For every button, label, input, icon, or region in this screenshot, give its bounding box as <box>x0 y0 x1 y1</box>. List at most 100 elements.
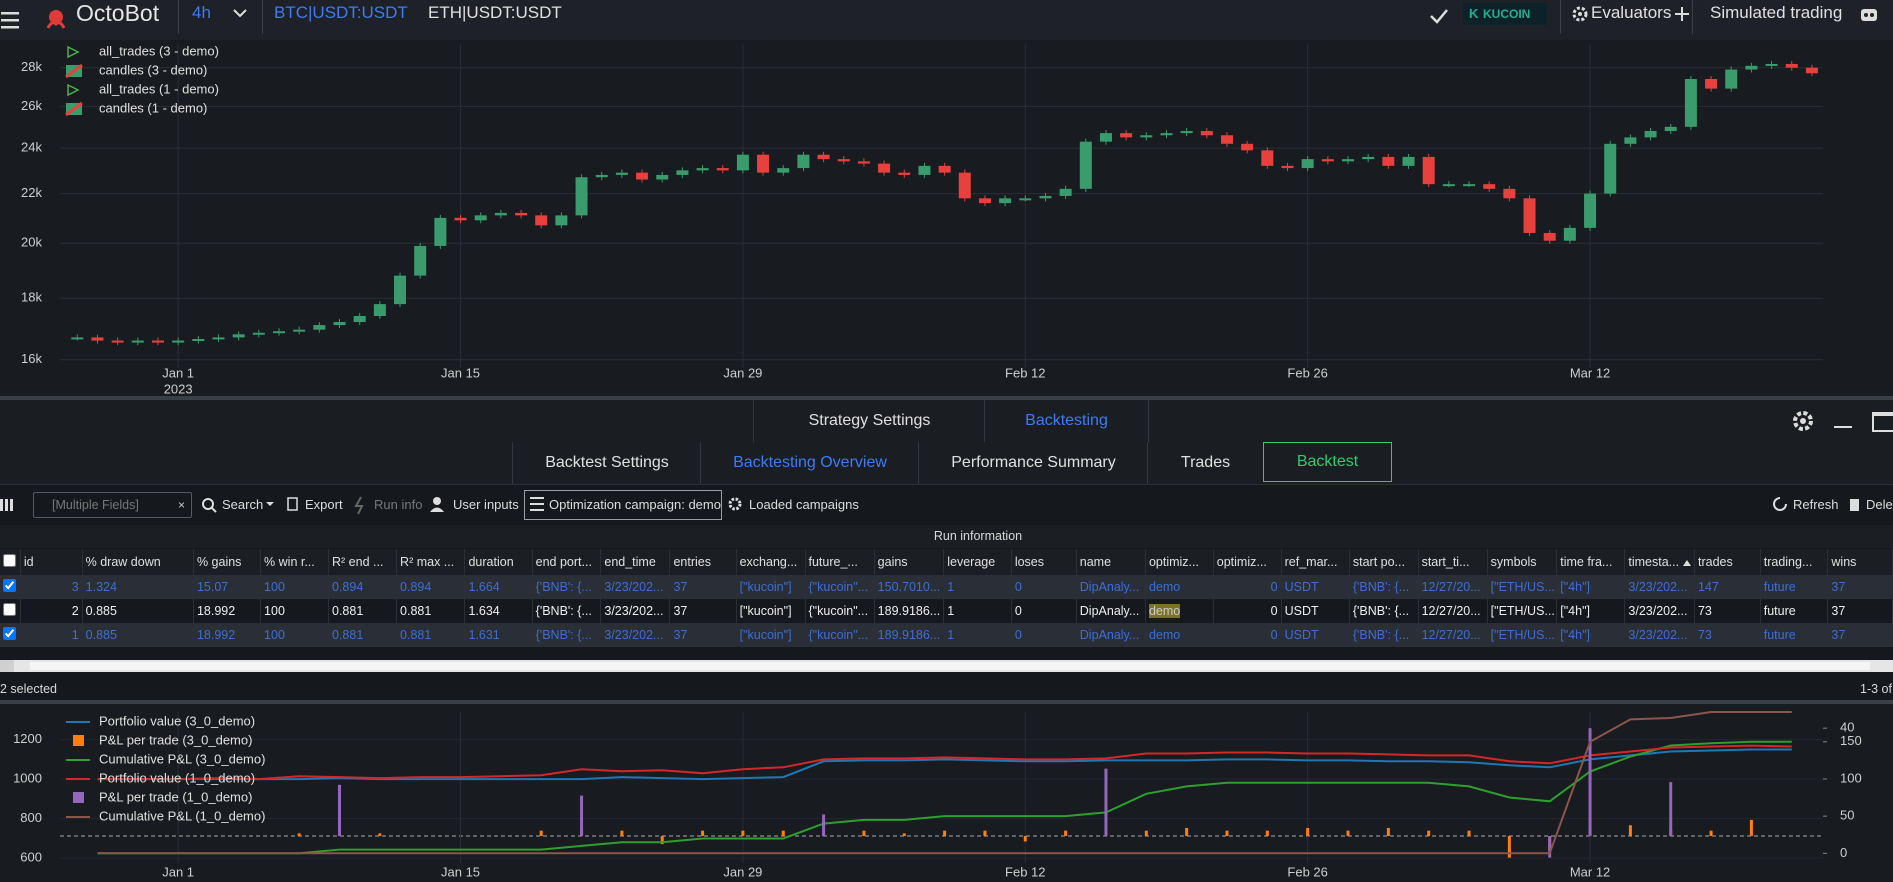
column-header[interactable]: ref_mar... <box>1281 549 1350 575</box>
row-checkbox[interactable] <box>3 627 16 640</box>
evaluators[interactable]: Evaluators <box>1591 3 1672 22</box>
legend-label: Cumulative P&L (1_0_demo) <box>99 808 265 823</box>
column-header[interactable]: start_ti... <box>1418 549 1488 575</box>
tab[interactable]: Trades <box>1147 442 1263 484</box>
table-cell: 3/23/202... <box>1624 623 1695 647</box>
clear-icon[interactable]: × <box>178 498 186 512</box>
table-cell: 73 <box>1694 599 1761 623</box>
column-header[interactable]: wins <box>1827 549 1893 575</box>
column-header[interactable]: trades <box>1694 549 1761 575</box>
column-header[interactable]: end port... <box>532 549 602 575</box>
x-tick-label: Jan 29 <box>723 365 762 380</box>
column-header[interactable]: entries <box>669 549 737 575</box>
table-row[interactable]: 1 0.885 18.992 100 0.881 0.881 1.631 {'BNB': {.… <box>0 623 1893 647</box>
table-cell: ["4h"] <box>1556 575 1626 599</box>
table-cell: ["kucoin"] <box>736 575 806 599</box>
checkbox-cell <box>0 549 21 575</box>
column-header[interactable]: leverage <box>943 549 1012 575</box>
table-cell: USDT <box>1281 575 1350 599</box>
button[interactable]: Search <box>222 497 264 512</box>
candle <box>1785 63 1798 68</box>
candle <box>777 168 790 173</box>
settings-icon[interactable] <box>1792 410 1814 432</box>
campaign-box[interactable]: Optimization campaign: demo <box>524 490 722 520</box>
minimize-icon[interactable] <box>1834 426 1852 428</box>
column-header[interactable]: duration <box>464 549 533 575</box>
table-cell: {'BNB': {... <box>532 623 602 647</box>
row-checkbox[interactable] <box>3 579 16 592</box>
column-header[interactable]: R² max ... <box>396 549 466 575</box>
column-header[interactable]: % draw down <box>82 549 194 575</box>
column-header[interactable]: name <box>1076 549 1146 575</box>
candle <box>111 340 124 343</box>
button[interactable]: Loaded campaigns <box>749 497 859 512</box>
refresh-button[interactable]: Refresh <box>1793 497 1839 512</box>
column-header[interactable]: time fra... <box>1556 549 1626 575</box>
timeframe[interactable]: 4h <box>192 3 211 22</box>
tab[interactable]: Performance Summary <box>918 442 1148 484</box>
column-header[interactable]: optimiz... <box>1213 549 1282 575</box>
column-header[interactable]: R² end ... <box>328 549 398 575</box>
column-header[interactable]: trading... <box>1760 549 1829 575</box>
button[interactable]: User inputs <box>453 497 519 512</box>
tab[interactable]: Backtest <box>1263 442 1392 482</box>
robot-icon <box>1861 9 1877 21</box>
column-header[interactable]: gains <box>874 549 945 575</box>
x-tick-label: Mar 12 <box>1570 365 1610 380</box>
scroll-thumb[interactable] <box>30 662 1870 670</box>
scrollbar[interactable] <box>0 660 1893 672</box>
column-header[interactable]: % win r... <box>260 549 329 575</box>
table-cell: 3/23/202... <box>600 599 671 623</box>
candle <box>1523 198 1536 233</box>
column-header[interactable]: loses <box>1011 549 1077 575</box>
trade-bar <box>1306 827 1310 837</box>
table-row[interactable]: 2 0.885 18.992 100 0.881 0.881 1.634 {'BNB': {.… <box>0 599 1893 623</box>
tab[interactable]: Backtesting Overview <box>700 442 919 484</box>
column-header[interactable]: optimiz... <box>1145 549 1214 575</box>
maximize-icon[interactable] <box>1872 412 1893 432</box>
tab-label: Strategy Settings <box>808 412 931 429</box>
trading-mode[interactable]: Simulated trading <box>1710 3 1843 22</box>
column-header[interactable]: start po... <box>1349 549 1419 575</box>
logo[interactable]: OctoBot <box>76 0 160 26</box>
search-input[interactable]: [Multiple Fields] × <box>33 492 192 518</box>
candle <box>1281 165 1294 169</box>
tab-bar: Backtest Settings Backtesting Overview P… <box>0 442 1893 485</box>
table-row[interactable]: 3 1.324 15.07 100 0.894 0.894 1.664 {'BNB': {..… <box>0 575 1893 599</box>
exchange-badge[interactable]: KUCOIN K <box>1463 3 1547 25</box>
column-header[interactable]: timesta... <box>1624 549 1695 575</box>
button[interactable]: Export <box>305 497 343 512</box>
column-header[interactable]: future_... <box>805 549 875 575</box>
candle <box>192 338 205 341</box>
y-tick-label: 1200 <box>13 731 42 746</box>
tab[interactable]: Backtest Settings <box>512 442 701 484</box>
panel-tab[interactable]: Strategy Settings <box>753 400 985 442</box>
column-header[interactable]: % gains <box>193 549 262 575</box>
column-header[interactable]: exchang... <box>736 549 806 575</box>
candle <box>1321 159 1334 162</box>
candle <box>1563 227 1576 241</box>
candle <box>1160 133 1173 136</box>
column-header[interactable]: end_time <box>600 549 671 575</box>
plus-icon[interactable] <box>1674 6 1690 22</box>
chevron[interactable] <box>232 6 248 20</box>
delete-button[interactable]: Dele <box>1866 497 1893 512</box>
candle <box>535 215 548 226</box>
menu-icon[interactable] <box>0 8 22 32</box>
scroll-arrow[interactable] <box>0 660 14 672</box>
series-line <box>97 740 1792 855</box>
candle <box>1725 69 1738 89</box>
table-cell: 0 <box>1011 623 1077 647</box>
column-header[interactable]: symbols <box>1487 549 1558 575</box>
candle <box>1543 232 1556 241</box>
row-checkbox[interactable] <box>3 554 16 567</box>
symbol-tab[interactable]: BTC|USDT:USDT <box>274 3 408 22</box>
symbol-tab[interactable]: ETH|USDT:USDT <box>428 3 562 22</box>
table-cell: future <box>1760 599 1829 623</box>
row-checkbox[interactable] <box>3 603 16 616</box>
table-cell: ["ETH/US... <box>1487 599 1558 623</box>
panel-tab[interactable]: Backtesting <box>984 400 1149 442</box>
column-header[interactable]: id <box>20 549 83 575</box>
button[interactable]: Run info <box>374 497 423 512</box>
columns-icon[interactable] <box>0 497 14 513</box>
